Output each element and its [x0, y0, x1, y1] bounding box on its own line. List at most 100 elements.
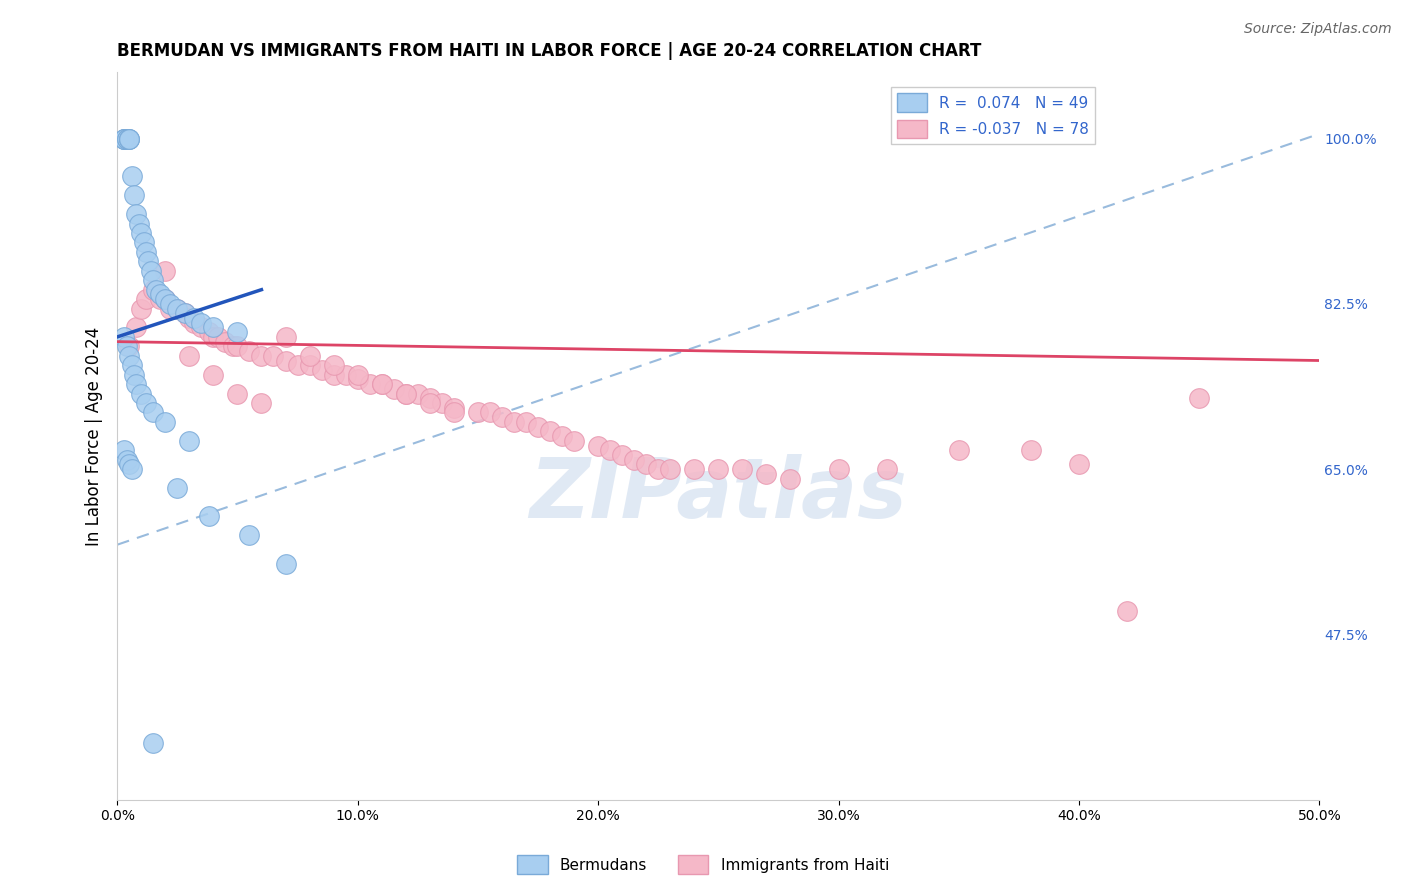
Point [346, 372, 368, 386]
Point [755, 467, 778, 481]
Point [121, 462, 143, 476]
Point [112, 443, 135, 458]
Point [731, 462, 754, 476]
Point [115, 339, 138, 353]
Point [145, 283, 167, 297]
Point [122, 188, 145, 202]
Point [395, 386, 418, 401]
Point [322, 368, 344, 382]
Point [274, 353, 297, 368]
Point [149, 287, 172, 301]
Text: ZIPatlas: ZIPatlas [530, 454, 907, 535]
Point [599, 443, 621, 458]
Point [359, 377, 381, 392]
Point [112, 330, 135, 344]
Point [112, 131, 135, 145]
Point [118, 131, 141, 145]
Point [138, 254, 160, 268]
Point [128, 217, 150, 231]
Point [707, 462, 730, 476]
Legend: R =  0.074   N = 49, R = -0.037   N = 78: R = 0.074 N = 49, R = -0.037 N = 78 [890, 87, 1095, 145]
Point [132, 235, 155, 250]
Point [238, 344, 260, 359]
Point [419, 396, 441, 410]
Point [515, 415, 537, 429]
Point [406, 386, 429, 401]
Point [876, 462, 898, 476]
Point [478, 405, 501, 419]
Point [443, 405, 465, 419]
Point [586, 438, 609, 452]
Point [322, 358, 344, 372]
Point [142, 273, 165, 287]
Point [346, 368, 368, 382]
Point [214, 334, 236, 349]
Point [395, 386, 418, 401]
Point [149, 292, 172, 306]
Point [129, 226, 152, 240]
Point [948, 443, 970, 458]
Point [382, 382, 405, 396]
Text: BERMUDAN VS IMMIGRANTS FROM HAITI IN LABOR FORCE | AGE 20-24 CORRELATION CHART: BERMUDAN VS IMMIGRANTS FROM HAITI IN LAB… [117, 42, 981, 60]
Point [115, 452, 138, 467]
Point [335, 368, 357, 382]
Point [197, 509, 219, 524]
Point [135, 396, 157, 410]
Point [118, 339, 141, 353]
Point [112, 131, 135, 145]
Point [226, 339, 249, 353]
Point [155, 415, 177, 429]
Legend: Bermudans, Immigrants from Haiti: Bermudans, Immigrants from Haiti [510, 849, 896, 880]
Point [135, 292, 157, 306]
Point [491, 410, 513, 425]
Point [118, 131, 141, 145]
Point [647, 462, 669, 476]
Point [1019, 443, 1042, 458]
Point [503, 415, 526, 429]
Point [274, 557, 297, 571]
Point [129, 301, 152, 316]
Point [135, 244, 157, 259]
Point [139, 264, 162, 278]
Y-axis label: In Labor Force | Age 20-24: In Labor Force | Age 20-24 [86, 326, 103, 546]
Point [202, 320, 225, 334]
Point [683, 462, 706, 476]
Point [115, 131, 138, 145]
Point [173, 306, 195, 320]
Point [659, 462, 682, 476]
Point [1067, 458, 1090, 472]
Point [179, 434, 201, 448]
Point [179, 311, 201, 326]
Point [121, 358, 143, 372]
Point [623, 452, 645, 467]
Point [142, 405, 165, 419]
Point [430, 396, 453, 410]
Point [183, 316, 205, 330]
Point [274, 330, 297, 344]
Point [118, 349, 141, 363]
Point [190, 316, 212, 330]
Point [1188, 392, 1211, 406]
Point [226, 386, 249, 401]
Point [122, 368, 145, 382]
Point [207, 330, 229, 344]
Point [1116, 604, 1139, 618]
Point [155, 292, 177, 306]
Point [183, 311, 205, 326]
Point [226, 325, 249, 339]
Point [287, 358, 309, 372]
Point [221, 339, 243, 353]
Point [467, 405, 489, 419]
Point [166, 301, 188, 316]
Point [179, 349, 201, 363]
Point [250, 349, 273, 363]
Text: Source: ZipAtlas.com: Source: ZipAtlas.com [1244, 22, 1392, 37]
Point [190, 320, 212, 334]
Point [636, 458, 658, 472]
Point [443, 401, 465, 415]
Point [197, 325, 219, 339]
Point [370, 377, 392, 392]
Point [159, 301, 181, 316]
Point [166, 481, 188, 495]
Point [538, 425, 561, 439]
